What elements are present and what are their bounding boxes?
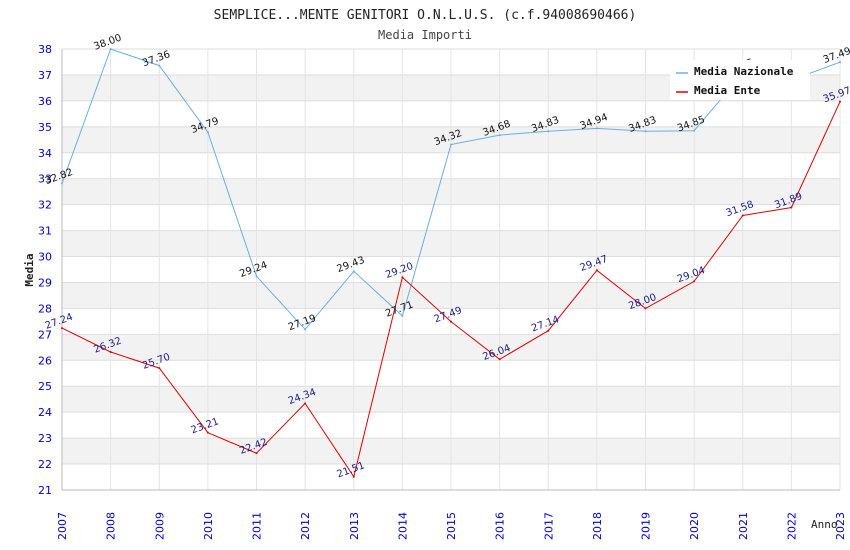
data-point-media-nazionale xyxy=(547,130,550,133)
data-point-media-ente xyxy=(61,327,63,330)
y-tick-label: 38 xyxy=(38,43,52,56)
x-tick-label: 2013 xyxy=(348,512,361,540)
legend-label-media-ente: Media Ente xyxy=(694,84,761,97)
data-point-media-nazionale xyxy=(401,314,404,317)
data-point-media-ente xyxy=(352,475,355,478)
y-tick-label: 28 xyxy=(38,302,52,315)
data-point-media-ente xyxy=(790,206,793,209)
x-tick-label: 2010 xyxy=(202,512,215,540)
data-point-media-ente xyxy=(304,402,307,405)
chart-title: SEMPLICE...MENTE GENITORI O.N.L.U.S. (c.… xyxy=(214,8,637,23)
x-tick-label: 2011 xyxy=(251,512,264,540)
data-point-media-nazionale xyxy=(206,131,209,134)
y-tick-label: 27 xyxy=(38,328,52,341)
data-point-media-nazionale xyxy=(109,48,112,50)
x-tick-label: 2016 xyxy=(494,512,507,540)
data-point-media-nazionale xyxy=(352,270,355,273)
data-point-media-nazionale xyxy=(693,129,696,132)
gridlines xyxy=(61,48,841,491)
chart-subtitle: Media Importi xyxy=(378,28,472,42)
y-tick-label: 23 xyxy=(38,432,52,445)
y-tick-label: 35 xyxy=(38,121,52,134)
data-point-media-ente xyxy=(158,367,161,370)
data-point-media-ente xyxy=(401,276,404,279)
y-tick-label: 31 xyxy=(38,225,52,238)
data-point-media-ente xyxy=(839,100,841,103)
y-tick-label: 21 xyxy=(38,484,52,497)
data-point-media-nazionale xyxy=(450,143,452,146)
data-point-media-nazionale xyxy=(255,275,258,278)
y-tick-label: 33 xyxy=(38,173,52,186)
y-tick-label: 22 xyxy=(38,458,52,471)
data-point-media-ente xyxy=(693,280,696,283)
y-tick-label: 36 xyxy=(38,95,52,108)
x-axis-label: Anno xyxy=(811,518,838,531)
x-axis-ticks: 2007 2008 2009 2010 2011 2012 2013 2014 2015 2016… xyxy=(56,512,847,540)
x-tick-label: 2018 xyxy=(591,512,604,540)
y-tick-label: 30 xyxy=(38,251,52,264)
data-point-media-ente xyxy=(644,307,647,310)
x-tick-label: 2008 xyxy=(105,512,118,540)
x-tick-label: 2015 xyxy=(445,512,458,540)
x-tick-label: 2007 xyxy=(56,512,69,540)
data-point-media-ente xyxy=(595,269,598,272)
data-point-media-nazionale xyxy=(304,328,307,331)
x-tick-label: 2009 xyxy=(153,512,166,540)
data-point-media-ente xyxy=(741,214,744,217)
y-tick-label: 26 xyxy=(38,354,52,367)
data-point-media-ente xyxy=(450,320,452,323)
data-point-media-nazionale xyxy=(498,134,501,137)
data-point-media-ente xyxy=(206,431,209,434)
y-tick-label: 34 xyxy=(38,147,52,160)
x-tick-label: 2023 xyxy=(834,512,847,540)
legend-label-media-nazionale: Media Nazionale xyxy=(694,65,794,78)
data-point-media-nazionale xyxy=(61,182,63,185)
data-point-media-nazionale xyxy=(158,64,161,67)
legend: Media Nazionale Media Ente xyxy=(670,60,810,100)
y-tick-label: 37 xyxy=(38,69,52,82)
x-tick-label: 2012 xyxy=(299,512,312,540)
y-tick-label: 32 xyxy=(38,199,52,212)
data-point-media-ente xyxy=(498,358,501,361)
y-tick-label: 24 xyxy=(38,406,52,419)
x-tick-label: 2020 xyxy=(688,512,701,540)
data-point-media-ente xyxy=(255,452,258,455)
x-tick-label: 2022 xyxy=(785,512,798,540)
data-point-media-nazionale xyxy=(595,127,598,130)
x-tick-label: 2019 xyxy=(640,512,653,540)
axes xyxy=(61,49,840,491)
data-point-media-nazionale xyxy=(644,130,647,133)
y-axis-label: Media xyxy=(23,253,36,286)
y-tick-label: 29 xyxy=(38,276,52,289)
data-point-media-nazionale xyxy=(839,61,841,64)
legend-box xyxy=(670,60,810,100)
x-tick-label: 2014 xyxy=(396,512,409,540)
x-tick-label: 2017 xyxy=(542,512,555,540)
data-point-media-ente xyxy=(547,329,550,332)
y-tick-label: 25 xyxy=(38,380,52,393)
x-tick-label: 2021 xyxy=(737,512,750,540)
y-axis-ticks: 21 22 23 24 25 26 27 28 29 30 31 32 33 34 35 36 37 38 xyxy=(38,43,52,497)
data-point-media-ente xyxy=(109,350,112,353)
